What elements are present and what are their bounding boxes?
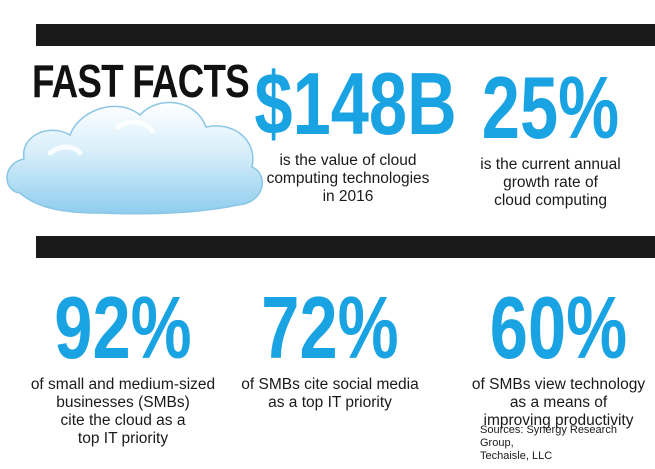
stat-value: 60%	[489, 278, 628, 377]
stat-desc-line: top IT priority	[77, 430, 169, 447]
stat-value: $148B	[254, 54, 457, 153]
stat-value: 72%	[261, 278, 399, 377]
stat-block-92: 92% of small and medium-sized businesses…	[6, 284, 240, 448]
top-divider-bar	[36, 24, 655, 46]
sources-line: Sources: Synergy Research Group,	[480, 424, 617, 449]
stat-desc-line: cloud computing	[494, 192, 607, 209]
stat-desc-line: of SMBs view technology	[471, 376, 646, 393]
sources-note: Sources: Synergy Research Group, Techais…	[480, 424, 650, 463]
stat-desc-line: cite the cloud as a	[60, 412, 186, 429]
stat-block-60: 60% of SMBs view technology as a means o…	[456, 284, 655, 430]
stat-desc-line: is the value of cloud	[279, 152, 417, 169]
page-title: FAST FACTS	[32, 55, 250, 107]
stat-desc-line: in 2016	[322, 188, 374, 205]
stat-value: 25%	[481, 58, 620, 157]
stat-value: 92%	[54, 278, 192, 377]
stat-desc-line: as a top IT priority	[268, 394, 392, 411]
stat-desc-line: of SMBs cite social media	[241, 376, 419, 393]
stat-block-148b: $148B is the value of cloud computing te…	[228, 60, 468, 206]
cloud-icon	[6, 101, 263, 215]
middle-divider-bar	[36, 236, 655, 258]
stat-block-72: 72% of SMBs cite social media as a top I…	[240, 284, 420, 412]
stat-desc-line: improving productivity	[483, 412, 634, 429]
stat-desc-line: computing technologies	[266, 170, 430, 187]
stat-desc-line: as a means of	[509, 394, 608, 411]
stat-block-25: 25% is the current annual growth rate of…	[448, 64, 653, 210]
stat-desc-line: businesses (SMBs)	[56, 394, 190, 411]
stat-desc-line: is the current annual	[480, 156, 621, 173]
stat-desc-line: growth rate of	[503, 174, 598, 191]
stat-desc-line: of small and medium-sized	[30, 376, 216, 393]
sources-line: Techaisle, LLC	[480, 450, 553, 462]
